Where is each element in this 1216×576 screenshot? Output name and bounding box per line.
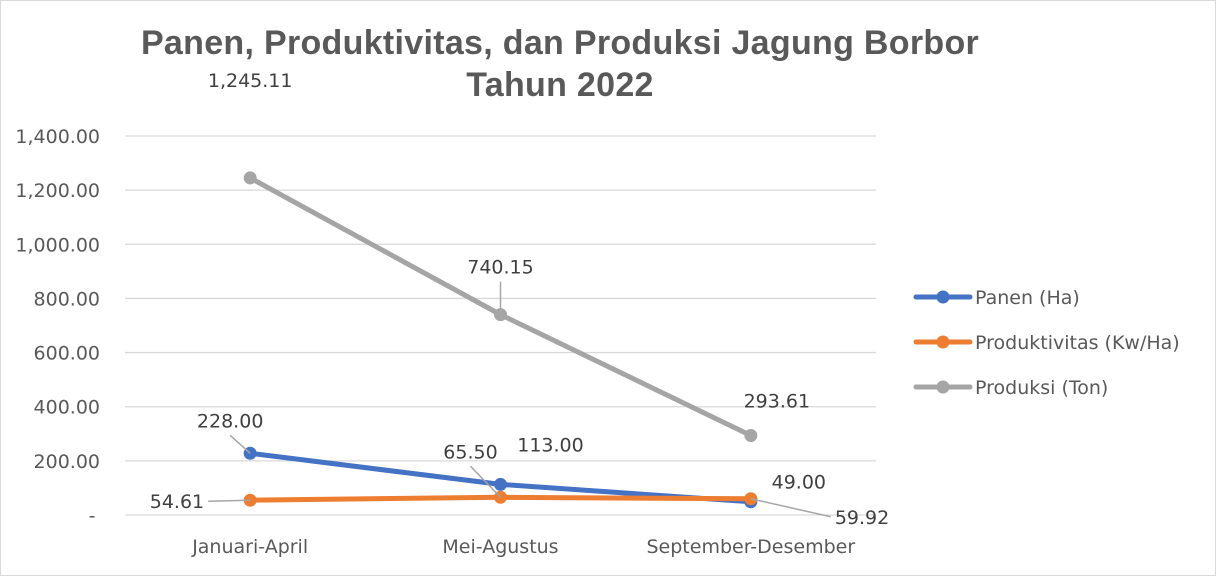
y-tick-label: 1,000.00 [15, 234, 100, 256]
x-axis-ticks: Januari-April Mei-Agustus September-Desemb… [191, 536, 855, 558]
y-tick-label: 1,200.00 [15, 180, 100, 202]
data-label: 1,245.11 [208, 70, 293, 92]
label-leader-line [229, 434, 251, 454]
x-tick-label: Mei-Agustus [442, 536, 558, 558]
y-tick-label: 600.00 [34, 343, 100, 365]
chart-title: Panen, Produktivitas, dan Produksi Jagun… [140, 24, 980, 104]
data-point [243, 493, 257, 507]
data-point [494, 477, 507, 491]
y-tick-label: 400.00 [34, 397, 100, 419]
label-leader-line [208, 499, 251, 502]
data-label: 54.61 [150, 491, 204, 513]
data-label: 49.00 [772, 472, 826, 494]
data-point [744, 429, 758, 443]
data-labels: 228.00 113.00 49.00 54.61 65.50 59.92 1,245.11… [150, 70, 889, 529]
label-leader-lines [208, 281, 831, 518]
y-tick-label: 800.00 [34, 288, 100, 310]
legend-entry: Panen (Ha) [975, 287, 1080, 309]
gridlines [125, 135, 876, 516]
data-label: 59.92 [835, 507, 889, 529]
x-tick-label: September-Desember [647, 536, 856, 558]
legend: Panen (Ha) Produktivitas (Kw/Ha) Produksi … [913, 287, 1180, 399]
y-tick-label: 1,400.00 [15, 126, 100, 148]
label-leader-line [469, 465, 502, 498]
y-tick-label: - [89, 505, 96, 527]
y-axis-ticks: - 200.00 400.00 600.00 800.00 1,000.00 1,200.0… [15, 126, 100, 527]
data-label: 113.00 [517, 434, 583, 456]
legend-marker [936, 290, 950, 304]
legend-entry: Produktivitas (Kw/Ha) [975, 332, 1180, 354]
legend-entry: Produksi (Ton) [975, 377, 1108, 399]
data-point [243, 171, 257, 185]
series-lines [243, 171, 758, 509]
label-leader-line [750, 498, 831, 518]
data-label: 65.50 [443, 441, 497, 463]
data-label: 293.61 [744, 391, 810, 413]
x-tick-label: Januari-April [191, 536, 308, 558]
data-label: 740.15 [467, 257, 533, 279]
legend-marker [936, 380, 950, 394]
data-label: 228.00 [197, 410, 263, 432]
y-tick-label: 200.00 [34, 451, 100, 473]
legend-marker [936, 335, 950, 349]
